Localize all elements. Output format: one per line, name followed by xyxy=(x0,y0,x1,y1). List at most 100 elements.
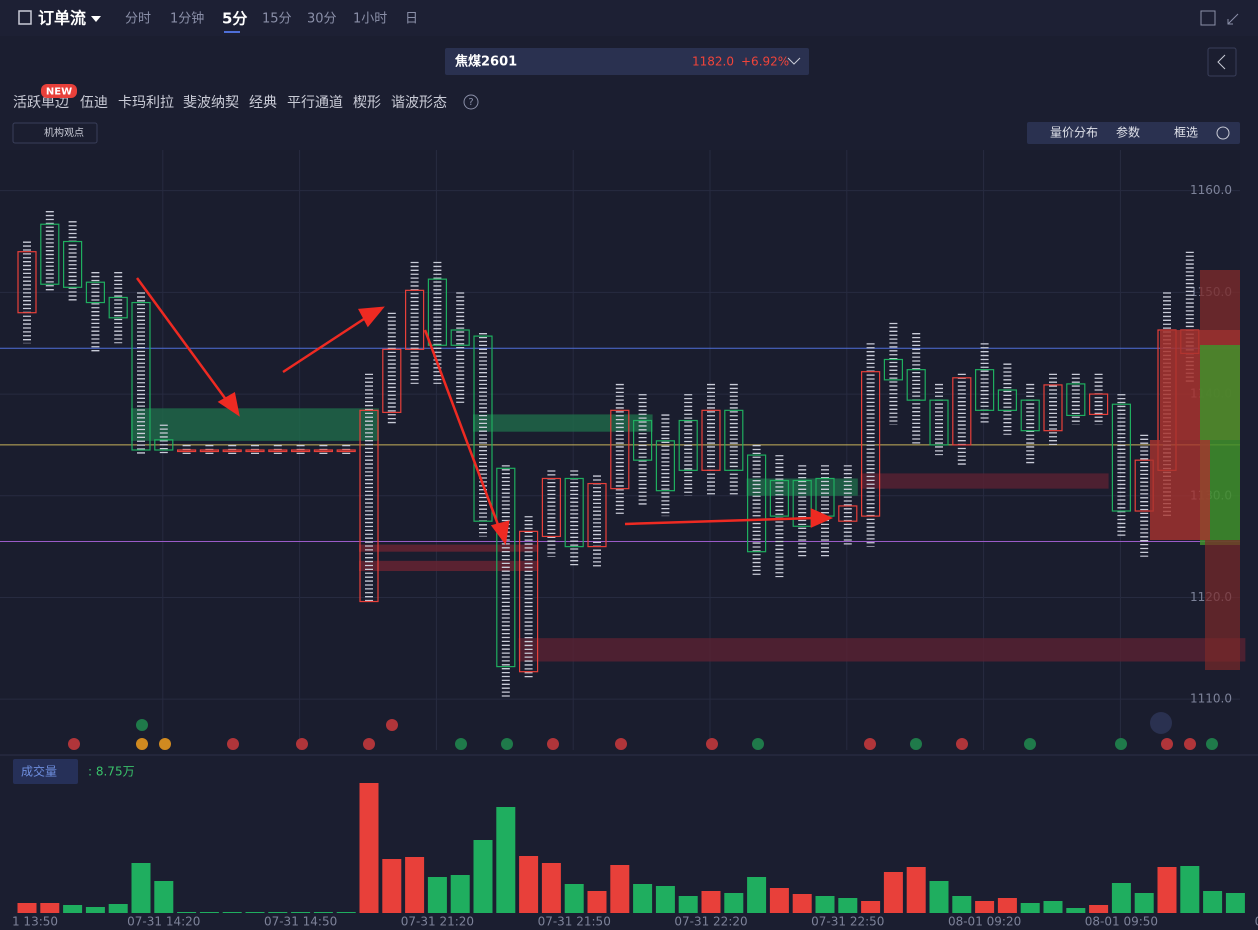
candle-body xyxy=(974,369,995,411)
tools: 活跃单边 伍迪 卡玛利拉 斐波纳契 经典 平行通道 楔形 谐波形态 xyxy=(13,95,447,111)
arrow xyxy=(282,313,371,374)
candle-body xyxy=(85,281,106,304)
y-tick-label: 1160.0 xyxy=(1190,183,1232,197)
signal[interactable] xyxy=(386,719,398,731)
zones xyxy=(131,408,1246,662)
volume-bar xyxy=(1111,883,1131,913)
symbol-price: 1182.0 xyxy=(692,55,734,69)
candle-body xyxy=(268,449,288,453)
collapse-icon[interactable] xyxy=(1227,13,1239,25)
signal[interactable] xyxy=(227,738,239,750)
volume-bar xyxy=(678,896,698,913)
candle-body xyxy=(154,439,174,451)
signal[interactable] xyxy=(547,738,559,750)
option[interactable]: 参数 xyxy=(1116,125,1140,140)
page-title[interactable]: 订单流 xyxy=(38,9,86,28)
candle-body xyxy=(610,409,630,490)
tab[interactable]: 5分 xyxy=(222,10,247,28)
tool[interactable]: 楔形 xyxy=(353,95,381,111)
candle-body xyxy=(450,329,470,346)
volume-bar xyxy=(222,912,242,913)
tab[interactable]: 30分 xyxy=(307,12,337,27)
candle-body xyxy=(997,389,1018,411)
volume-bar xyxy=(1157,867,1177,913)
volume-bar xyxy=(108,904,128,913)
options-help[interactable] xyxy=(1216,126,1230,140)
signal[interactable] xyxy=(752,738,764,750)
scroll-button[interactable] xyxy=(1150,712,1172,734)
tab[interactable]: 15分 xyxy=(262,12,292,27)
x-tick-label: 07-31 21:50 xyxy=(538,915,611,929)
tool[interactable]: 斐波纳契 xyxy=(183,95,239,111)
candle-body xyxy=(405,289,425,350)
symbol-box[interactable] xyxy=(445,48,809,75)
symbol-caret[interactable] xyxy=(787,57,801,65)
signal[interactable] xyxy=(136,719,148,731)
volume-bar xyxy=(359,783,379,913)
candle-body xyxy=(883,358,904,381)
signal[interactable] xyxy=(1206,738,1218,750)
volume-bar xyxy=(610,865,630,913)
signal[interactable] xyxy=(956,738,968,750)
signal[interactable] xyxy=(68,738,80,750)
signal[interactable] xyxy=(615,738,627,750)
plot-area xyxy=(0,150,1240,755)
candle-body xyxy=(245,449,265,453)
tool[interactable]: 卡玛利拉 xyxy=(118,95,174,111)
candle-body xyxy=(177,449,197,453)
signal[interactable] xyxy=(706,738,718,750)
option[interactable]: 框选 xyxy=(1174,126,1198,140)
volume-label-box[interactable] xyxy=(13,759,78,784)
volume-bar xyxy=(929,881,949,913)
candle-body xyxy=(655,440,676,492)
signal[interactable] xyxy=(1161,738,1173,750)
volume-bar xyxy=(63,905,83,913)
volume-bar xyxy=(496,807,516,913)
volume-bar xyxy=(747,877,767,913)
tab[interactable]: 1小时 xyxy=(353,12,387,27)
signal[interactable] xyxy=(363,738,375,750)
volume-bar xyxy=(1043,901,1063,913)
signal[interactable] xyxy=(910,738,922,750)
signal[interactable] xyxy=(864,738,876,750)
signal[interactable] xyxy=(1115,738,1127,750)
candle-body xyxy=(1111,403,1132,512)
side-button[interactable] xyxy=(1207,47,1237,77)
signal[interactable] xyxy=(455,738,467,750)
volume-bar xyxy=(291,912,311,913)
tool[interactable]: 活跃单边 xyxy=(13,95,69,111)
views-box[interactable] xyxy=(12,122,98,144)
side-arrow xyxy=(1217,54,1226,70)
volume-bar xyxy=(199,912,219,913)
volume-bar xyxy=(1089,905,1109,913)
arrow xyxy=(423,329,502,531)
volume-bar xyxy=(85,907,105,913)
tab[interactable]: 分时 xyxy=(125,12,151,27)
new-badge-bg xyxy=(41,84,77,98)
candle-body xyxy=(632,419,653,461)
volume-bar xyxy=(997,898,1017,913)
symbol-change: +6.92% xyxy=(741,55,789,69)
signal[interactable] xyxy=(1024,738,1036,750)
tab[interactable]: 1分钟 xyxy=(170,11,204,27)
signal[interactable] xyxy=(296,738,308,750)
tool[interactable]: 伍迪 xyxy=(80,95,108,111)
layout-icon[interactable] xyxy=(1200,10,1216,26)
tab[interactable]: 日 xyxy=(405,12,418,27)
dropdown-caret[interactable] xyxy=(91,16,101,22)
candle-body xyxy=(40,223,60,285)
arrow-head xyxy=(358,306,385,328)
signal[interactable] xyxy=(159,738,171,750)
tool[interactable]: 谐波形态 xyxy=(391,95,447,111)
signal[interactable] xyxy=(1184,738,1196,750)
help-circle[interactable] xyxy=(463,94,479,110)
option[interactable]: 量价分布 xyxy=(1050,126,1098,140)
signal[interactable] xyxy=(136,738,148,750)
tool[interactable]: 平行通道 xyxy=(287,95,343,111)
chart-icon xyxy=(18,10,32,25)
tool[interactable]: 经典 xyxy=(249,95,277,111)
signal[interactable] xyxy=(501,738,513,750)
zone xyxy=(746,478,858,496)
x-tick-label: 1 13:50 xyxy=(12,915,58,929)
